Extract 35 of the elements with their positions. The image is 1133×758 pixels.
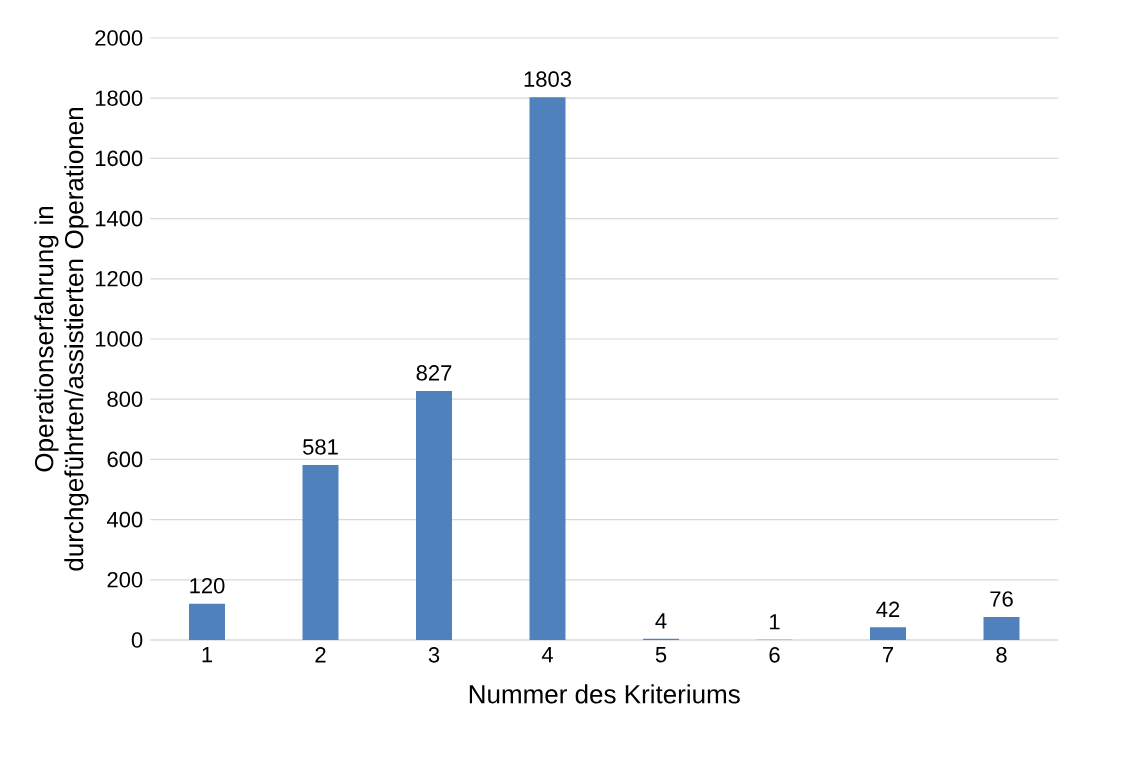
data-label: 581 <box>303 439 338 455</box>
y-tick-label: 200 <box>107 572 143 588</box>
data-label: 1803 <box>524 71 571 87</box>
x-tick-label: 1 <box>202 647 213 663</box>
y-tick-label: 400 <box>106 511 143 528</box>
y-tick-label: 1600 <box>95 150 143 167</box>
y-tick-label: 1000 <box>95 331 143 347</box>
y-axis-title: Operationserfahrung in durchgeführten/assistierten Operationen <box>34 108 89 571</box>
bar <box>302 465 339 640</box>
data-label: 42 <box>876 601 900 617</box>
x-axis-title: Nummer des Kriteriums <box>469 684 740 704</box>
y-tick-label: 0 <box>131 632 143 648</box>
bar <box>189 603 226 640</box>
x-tick-label: 4 <box>541 647 553 663</box>
y-tick-label: 1200 <box>95 271 143 287</box>
y-tick-label: 2000 <box>95 30 143 46</box>
data-label: 76 <box>990 591 1013 607</box>
bar <box>870 627 906 640</box>
y-tick-label: 600 <box>107 451 143 468</box>
y-tick-label: 1400 <box>95 210 143 227</box>
data-label: 1 <box>770 614 780 630</box>
x-tick-label: 6 <box>769 647 780 663</box>
y-tick-label: 800 <box>107 391 143 407</box>
data-label: 827 <box>416 365 452 381</box>
data-label: 120 <box>190 577 225 594</box>
x-tick-label: 5 <box>655 647 667 663</box>
y-tick-label: 1800 <box>95 90 143 106</box>
x-tick-label: 3 <box>428 647 440 663</box>
x-tick-label: 2 <box>315 647 326 663</box>
bar <box>416 391 453 640</box>
data-label: 4 <box>655 613 667 629</box>
bar <box>529 97 566 640</box>
x-tick-label: 7 <box>883 647 894 663</box>
bar <box>983 617 1020 640</box>
x-tick-label: 8 <box>996 647 1007 663</box>
